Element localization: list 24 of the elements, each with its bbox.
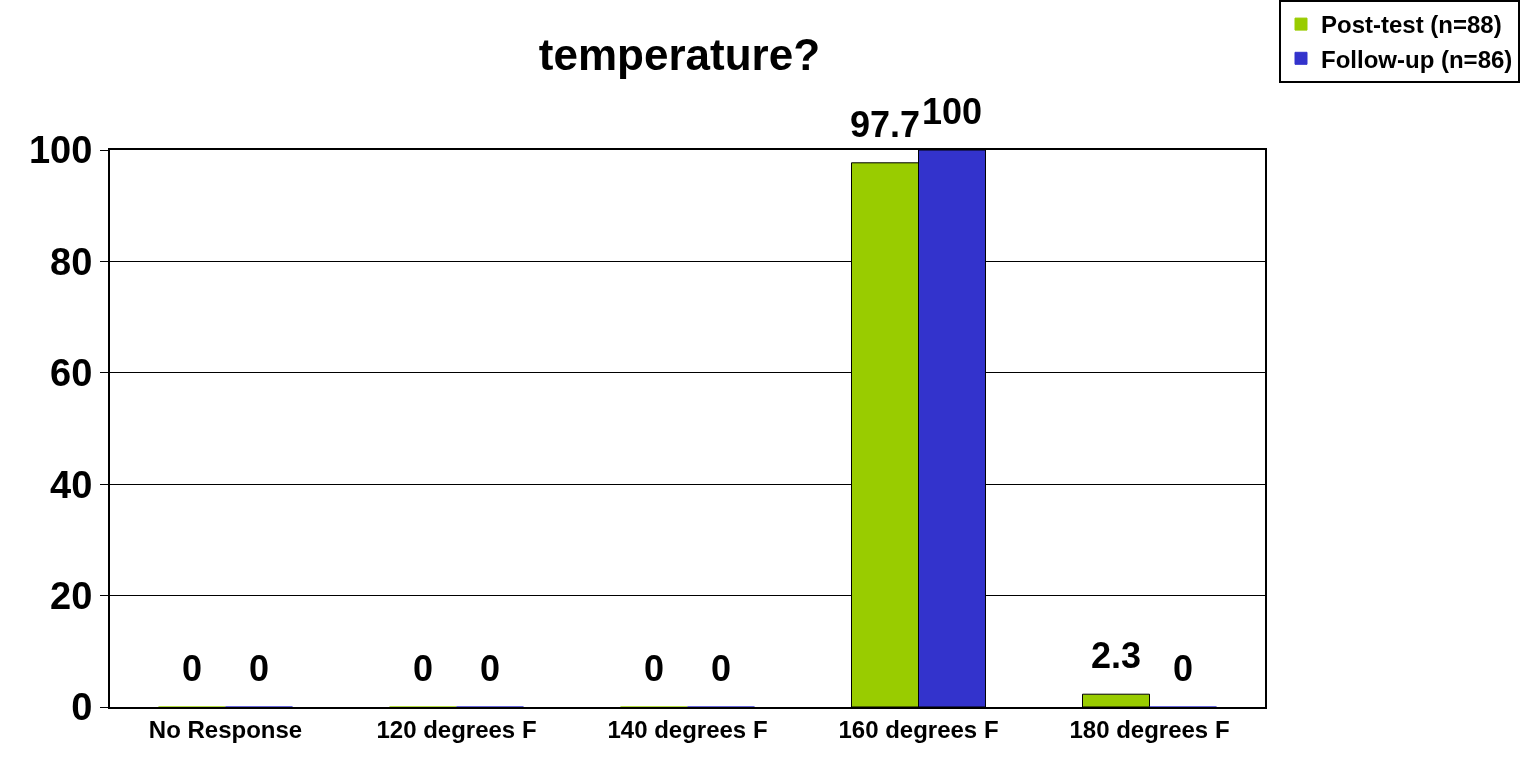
y-tick-label: 80: [50, 240, 93, 283]
data-label: 0: [249, 648, 270, 689]
chart-title: temperature?: [538, 30, 821, 80]
data-label: 0: [413, 648, 434, 689]
x-tick-label: 140 degrees F: [607, 715, 768, 743]
data-label: 2.3: [1091, 635, 1142, 676]
y-tick-label: 60: [50, 352, 93, 395]
x-tick-label: No Response: [148, 715, 303, 743]
x-tick-label: 180 degrees F: [1069, 715, 1230, 743]
x-tick-label: 120 degrees F: [376, 715, 537, 743]
data-label: 0: [480, 648, 501, 689]
data-label: 97.7: [850, 104, 921, 145]
legend-label: Follow-up (n=86): [1321, 45, 1513, 73]
data-label: 0: [182, 648, 203, 689]
y-tick-label: 20: [50, 574, 93, 617]
x-tick-label: 160 degrees F: [838, 715, 999, 743]
data-label: 0: [711, 648, 732, 689]
y-tick-label: 0: [71, 686, 93, 729]
data-label: 100: [922, 91, 983, 132]
data-label: 0: [644, 648, 665, 689]
data-label: 0: [1173, 648, 1194, 689]
legend-label: Post-test (n=88): [1321, 11, 1502, 39]
y-tick-label: 40: [50, 463, 93, 506]
y-tick-label: 100: [28, 129, 93, 172]
